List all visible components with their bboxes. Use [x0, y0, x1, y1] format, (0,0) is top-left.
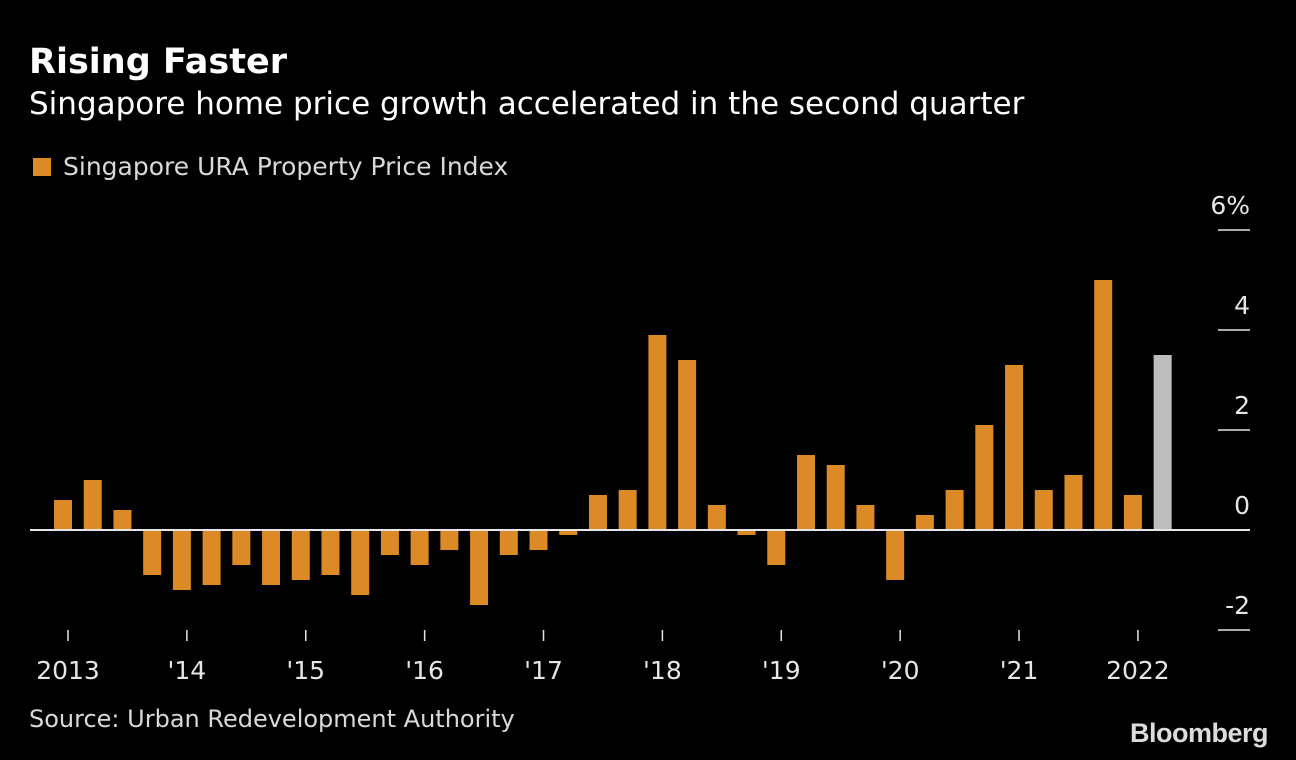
bar — [1123, 495, 1142, 530]
legend-label: Singapore URA Property Price Index — [63, 152, 509, 181]
bar — [321, 530, 340, 575]
bar — [499, 530, 518, 555]
bar — [737, 530, 756, 535]
bar — [975, 425, 994, 530]
y-tick-label: 0 — [1234, 491, 1250, 520]
bar — [797, 455, 815, 530]
bar — [1034, 490, 1053, 530]
bar — [410, 530, 429, 565]
bar — [113, 510, 132, 530]
bar — [1064, 475, 1083, 530]
y-tick-label: 6% — [1210, 191, 1250, 220]
x-tick-label: '19 — [762, 656, 801, 685]
x-tick-label: '17 — [524, 656, 563, 685]
x-tick-label: 2022 — [1106, 656, 1170, 685]
bar — [1094, 280, 1113, 530]
bar — [351, 530, 370, 595]
bar — [618, 490, 637, 530]
bar — [380, 530, 399, 555]
x-tick-label: '16 — [405, 656, 444, 685]
legend-swatch — [33, 157, 51, 176]
bar — [172, 530, 191, 590]
bar — [1153, 355, 1172, 530]
bar — [83, 480, 102, 530]
bar — [232, 530, 251, 565]
bar — [202, 530, 221, 585]
x-tick-label: '15 — [286, 656, 325, 685]
bar — [529, 530, 548, 550]
bar — [945, 490, 964, 530]
bar — [648, 335, 667, 530]
bar — [54, 500, 72, 530]
legend: Singapore URA Property Price Index — [33, 152, 508, 181]
x-tick-label: '20 — [881, 656, 920, 685]
bar — [1005, 365, 1024, 530]
bar — [707, 505, 726, 530]
source-note: Source: Urban Redevelopment Authority — [29, 705, 515, 733]
bar — [856, 505, 875, 530]
bar — [559, 530, 578, 535]
bar — [886, 530, 905, 580]
bar — [262, 530, 281, 585]
y-tick-label: 4 — [1234, 291, 1250, 320]
y-tick-label: 2 — [1234, 391, 1250, 420]
y-tick-label: -2 — [1225, 591, 1250, 620]
bar — [470, 530, 489, 605]
bar — [767, 530, 786, 565]
bloomberg-logo: Bloomberg — [1129, 718, 1269, 748]
x-tick-label: 2013 — [36, 656, 100, 685]
bar — [143, 530, 162, 575]
x-tick-label: '21 — [1000, 656, 1039, 685]
x-tick-label: '18 — [643, 656, 682, 685]
x-tick-label: '14 — [168, 656, 207, 685]
bar — [588, 495, 607, 530]
chart-subtitle: Singapore home price growth accelerated … — [29, 86, 1025, 122]
bar — [291, 530, 310, 580]
chart-title: Rising Faster — [29, 42, 287, 82]
bar — [826, 465, 845, 530]
bar — [440, 530, 459, 550]
bar — [678, 360, 697, 530]
bar — [915, 515, 934, 530]
